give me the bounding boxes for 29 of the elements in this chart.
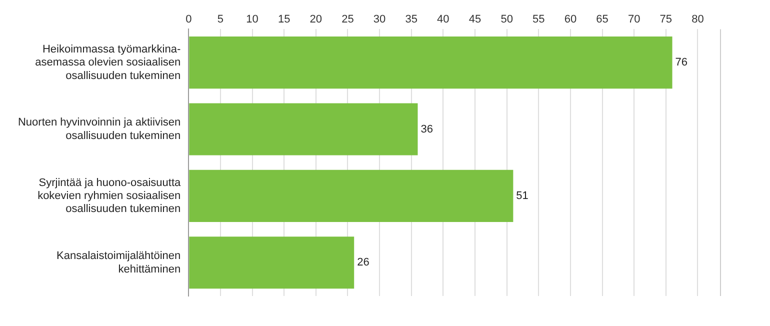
bar bbox=[189, 170, 514, 222]
bar bbox=[189, 36, 672, 89]
x-tick-label: 50 bbox=[500, 14, 513, 26]
x-tick-label: 25 bbox=[342, 14, 354, 26]
x-tick-label: 0 bbox=[186, 14, 192, 26]
bar bbox=[189, 103, 418, 156]
x-tick-label: 70 bbox=[628, 14, 640, 26]
y-tick-label: Heikoimmassa työmarkkina-asemassa olevien sosiaalisen osallisuuden tukeminen bbox=[35, 43, 181, 82]
y-tick-label: Syrjintää ja huono-osaisuutta kokevien ryhmien sosiaalisen osallisuuden tukeminen bbox=[38, 176, 182, 216]
x-tick-label: 10 bbox=[246, 14, 258, 26]
y-tick-label: Kansalaistoimijalähtöinen kehittäminen bbox=[56, 250, 181, 276]
data-label: 76 bbox=[675, 56, 688, 69]
x-tick-label: 35 bbox=[405, 14, 418, 26]
data-label: 26 bbox=[357, 256, 370, 269]
x-tick-label: 55 bbox=[532, 14, 545, 26]
x-tick-label: 65 bbox=[596, 14, 608, 26]
x-tick-label: 75 bbox=[660, 14, 672, 26]
data-label: 36 bbox=[420, 123, 433, 136]
y-tick-label: Nuorten hyvinvoinnin ja aktiivisen osallisuuden tukeminen bbox=[18, 116, 181, 142]
x-tick-label: 30 bbox=[373, 14, 386, 26]
x-tick-label: 60 bbox=[564, 14, 577, 26]
x-tick-label: 20 bbox=[310, 14, 322, 26]
x-tick-label: 5 bbox=[217, 14, 224, 26]
x-tick-label: 15 bbox=[278, 14, 290, 26]
x-tick-label: 45 bbox=[468, 14, 482, 26]
x-tick-label: 40 bbox=[437, 14, 450, 26]
data-label: 51 bbox=[516, 190, 528, 202]
x-tick-label: 80 bbox=[692, 14, 704, 26]
bar bbox=[189, 236, 354, 289]
